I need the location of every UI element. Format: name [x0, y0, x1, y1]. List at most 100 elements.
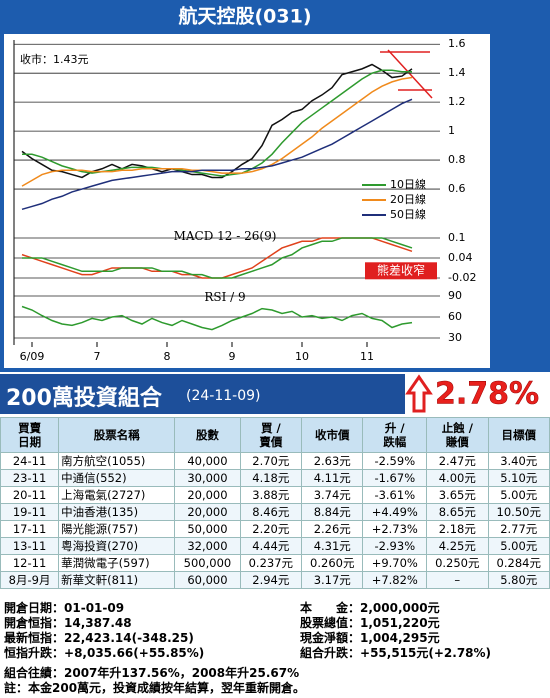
summary-value: +55,515元(+2.78%) — [360, 646, 492, 660]
x-tick-label: 8 — [164, 350, 171, 363]
header-text: 止蝕 / — [441, 421, 473, 435]
cell: 50,000 — [174, 520, 241, 538]
summary-label: 現金淨額： — [300, 631, 361, 645]
cell: 0.260元 — [301, 554, 364, 572]
summary-label: 本 金： — [300, 601, 361, 615]
table: 買賣 日期 股票名稱 股數買 / 賣價 收市價升 / 跌幅 止蝕 / 賺價 目標價 24-11 南方航… — [0, 417, 550, 589]
summary-row: 組合升跌：+55,515元(+2.78%) — [300, 646, 491, 661]
cell: 3.88元 — [239, 486, 303, 504]
x-tick-label: 7 — [94, 350, 101, 363]
summary-label: 最新恒指： — [4, 631, 65, 645]
portfolio-bar: 200萬投資組合 (24-11-09) — [0, 374, 405, 414]
cell: 30,000 — [174, 469, 241, 487]
cell: 2.18元 — [426, 520, 489, 538]
summary-label: 開倉恒指： — [4, 616, 65, 630]
summary-right: 本 金：2,000,000元 股票總值：1,051,220元 現金淨額：1,004,… — [300, 601, 491, 661]
header-text: 收市價 — [315, 428, 350, 442]
cell: 8.84元 — [301, 503, 364, 521]
series-line — [21, 98, 413, 211]
cell: 19-11 — [0, 503, 60, 521]
y-tick-label: 0.04 — [448, 251, 473, 264]
header-cell: 買 / 賣價 — [239, 417, 303, 453]
cell: 中油香港(135) — [58, 503, 176, 521]
cell: -1.67% — [362, 469, 428, 487]
x-tick-label: 10 — [295, 350, 309, 363]
annotation: 熊差收窄 — [377, 262, 425, 277]
header-text: 買 / — [260, 421, 281, 435]
cell: 40,000 — [174, 452, 241, 470]
header-row: 買賣 日期 股票名稱 股數買 / 賣價 收市價升 / 跌幅 止蝕 / 賺價 目標價 — [0, 417, 550, 453]
cell: 0.284元 — [487, 554, 550, 572]
summary-row: 開倉恒指：14,387.48 — [4, 616, 204, 631]
notes: 組合往績：2007年升137.56%，2008年升25.67% 註：本金200萬元… — [4, 666, 305, 696]
cell: 8月-9月 — [0, 571, 60, 589]
cell: 24-11 — [0, 452, 60, 470]
summary-label: 開倉日期： — [4, 601, 65, 615]
y-tick-label: 1.4 — [448, 66, 466, 79]
cell: 500,000 — [174, 554, 241, 572]
row: 17-11 陽光能源(757) 50,000 2.20元 2.26元 +2.73% 2.18… — [0, 520, 550, 538]
cell: 4.25元 — [426, 537, 489, 555]
cell: 0.237元 — [239, 554, 303, 572]
summary-left: 開倉日期：01-01-09 開倉恒指：14,387.48 最新恒指：22,423.1… — [4, 601, 204, 661]
series-line — [21, 305, 413, 331]
summary-row: 開倉日期：01-01-09 — [4, 601, 204, 616]
header-text: 升 / — [384, 421, 405, 435]
cell: 2.47元 — [426, 452, 489, 470]
summary-value: 1,004,295元 — [360, 631, 440, 645]
cell: 10.50元 — [487, 503, 550, 521]
y-tick-label: 30 — [448, 331, 462, 344]
cell: 17-11 — [0, 520, 60, 538]
header-text: 買賣 — [18, 421, 42, 435]
y-tick-label: 60 — [448, 310, 462, 323]
cell: 上海電氣(2727) — [58, 486, 176, 504]
header-cell: 股票名稱 — [58, 417, 176, 453]
cell: 8.46元 — [239, 503, 303, 521]
note: 組合往績：2007年升137.56%，2008年升25.67% — [4, 666, 300, 680]
cell: 5.80元 — [487, 571, 550, 589]
header-text: 賣價 — [259, 435, 283, 449]
portfolio-change: 2.78% — [435, 377, 539, 412]
cell: 3.40元 — [487, 452, 550, 470]
summary-row: 恒指升跌：+8,035.66(+55.85%) — [4, 646, 204, 661]
header-cell: 升 / 跌幅 — [362, 417, 428, 453]
y-tick-label: 1.6 — [448, 37, 466, 50]
y-tick-label: -0.02 — [448, 271, 476, 284]
change-box: 2.78% — [405, 374, 539, 413]
cell: -2.93% — [362, 537, 428, 555]
annotation: 收市：1.43元 — [20, 52, 89, 66]
summary-value: 01-01-09 — [64, 601, 125, 615]
cell: 南方航空(1055) — [58, 452, 176, 470]
panel-title: MACD 12 - 26(9) — [174, 229, 277, 243]
cell: 新華文軒(811) — [58, 571, 176, 589]
cell: 2.77元 — [487, 520, 550, 538]
cell: -2.59% — [362, 452, 428, 470]
header-cell: 止蝕 / 賺價 — [426, 417, 489, 453]
cell: 華潤微電子(597) — [58, 554, 176, 572]
summary-label: 股票總值： — [300, 616, 361, 630]
header-cell: 買賣 日期 — [0, 417, 60, 453]
series-line — [21, 76, 413, 187]
summary-label: 恒指升跌： — [4, 646, 65, 660]
cell: 中通信(552) — [58, 469, 176, 487]
cell: 粵海投資(270) — [58, 537, 176, 555]
summary-row: 股票總值：1,051,220元 — [300, 616, 491, 631]
cell: 陽光能源(757) — [58, 520, 176, 538]
y-tick-label: 90 — [448, 289, 462, 302]
summary-label: 組合升跌： — [300, 646, 361, 660]
cell: 5.10元 — [487, 469, 550, 487]
x-tick-label: 9 — [229, 350, 236, 363]
summary-value: 2,000,000元 — [360, 601, 440, 615]
cell: 5.00元 — [487, 537, 550, 555]
cell: +2.73% — [362, 520, 428, 538]
legend-label: 50日線 — [390, 207, 426, 221]
row: 13-11 粵海投資(270) 32,000 4.44元 4.31元 -2.93% 4.25… — [0, 537, 550, 555]
header-cell: 目標價 — [487, 417, 550, 453]
y-tick-label: 1.2 — [448, 95, 466, 108]
header-text: 股票名稱 — [93, 428, 140, 442]
cell: 4.44元 — [239, 537, 303, 555]
y-tick-label: 1 — [448, 124, 455, 137]
summary-value: 22,423.14(-348.25) — [64, 631, 194, 645]
header-text: 目標價 — [501, 428, 537, 442]
